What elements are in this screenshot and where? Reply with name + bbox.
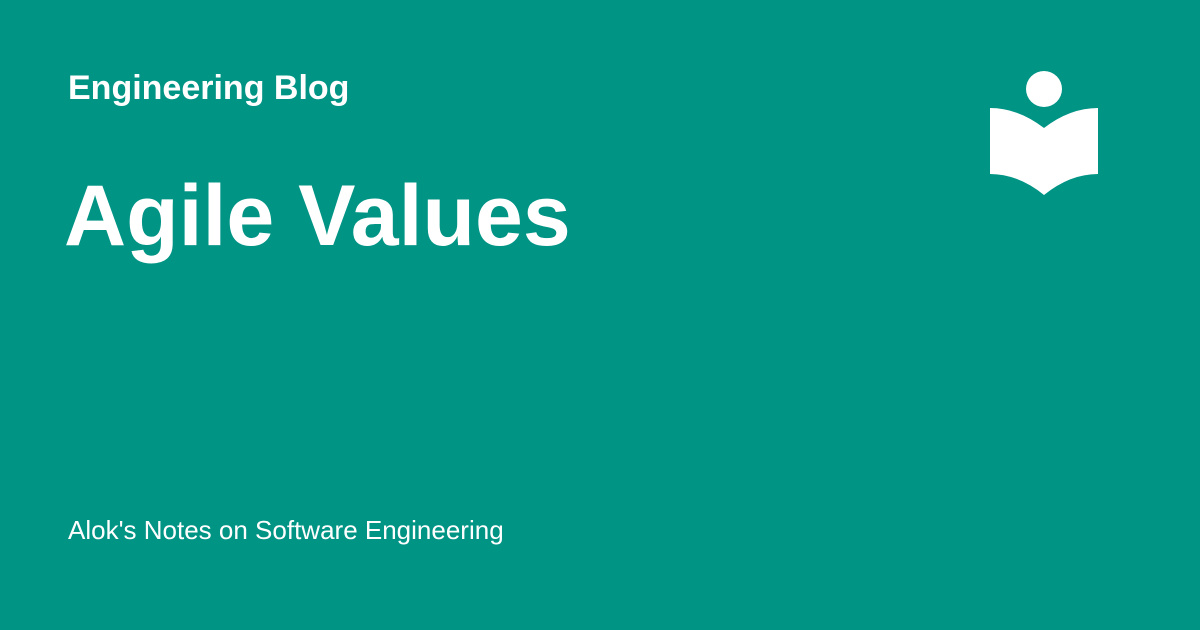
site-name: Engineering Blog (68, 69, 350, 107)
page-title: Agile Values (64, 168, 571, 264)
site-description: Alok's Notes on Software Engineering (68, 515, 504, 545)
reader-book-icon (988, 70, 1100, 198)
